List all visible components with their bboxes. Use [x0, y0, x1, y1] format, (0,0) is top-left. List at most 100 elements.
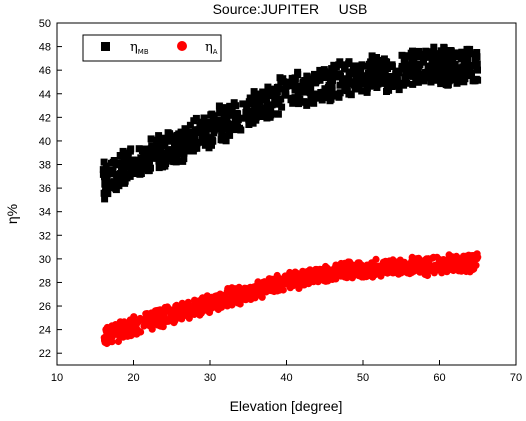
data-point [440, 56, 448, 64]
legend-label-mb: ηMB [130, 40, 149, 56]
data-point [157, 148, 164, 156]
data-point [141, 158, 149, 166]
y-tick-label: 22 [39, 348, 51, 360]
data-point [161, 139, 169, 147]
data-point [157, 137, 165, 145]
y-tick-label: 26 [39, 301, 51, 313]
data-point [456, 67, 464, 75]
data-point [114, 175, 122, 183]
data-point [207, 134, 215, 142]
data-point [371, 263, 379, 271]
data-point [412, 65, 420, 73]
data-point [393, 77, 401, 85]
data-point [263, 99, 271, 107]
data-point [369, 62, 377, 70]
x-axis-title: Elevation [degree] [230, 398, 343, 414]
data-point [303, 72, 311, 80]
data-point [429, 58, 436, 66]
data-point [473, 250, 481, 258]
data-point [330, 67, 338, 75]
x-tick-label: 70 [510, 372, 522, 384]
data-point [461, 75, 469, 83]
data-point [145, 165, 153, 173]
data-point [345, 68, 353, 76]
data-point [170, 158, 178, 166]
data-point [113, 171, 121, 178]
data-point [277, 95, 285, 103]
data-point [455, 71, 463, 79]
data-point [230, 99, 238, 107]
data-point [322, 87, 330, 94]
data-point [279, 75, 287, 83]
data-point [236, 300, 244, 308]
data-point [443, 68, 451, 76]
data-point [177, 128, 185, 136]
data-point [216, 301, 224, 309]
data-point [162, 157, 170, 165]
data-point [119, 333, 127, 341]
x-tick-label: 30 [204, 372, 216, 384]
data-point [275, 100, 283, 108]
data-point [272, 92, 280, 100]
data-point [307, 85, 315, 93]
y-tick-label: 50 [39, 18, 51, 30]
data-point [193, 139, 201, 147]
y-tick-label: 32 [39, 230, 51, 242]
data-point [202, 139, 210, 147]
data-point [331, 269, 339, 277]
data-point [331, 264, 340, 272]
data-point [217, 109, 225, 117]
data-point [341, 65, 349, 73]
y-tick-label: 40 [39, 136, 51, 148]
data-point [238, 114, 246, 122]
data-point [178, 299, 186, 307]
x-axis-ticks: 10 20 30 40 50 60 70 [51, 360, 522, 384]
data-point [184, 134, 191, 142]
data-point [226, 287, 234, 295]
data-point [295, 100, 303, 108]
data-point [467, 256, 475, 264]
data-point [367, 73, 375, 81]
data-point [424, 52, 432, 60]
data-point [126, 172, 134, 180]
data-point [427, 78, 435, 86]
data-point [290, 78, 298, 86]
data-point [311, 90, 319, 98]
x-tick-label: 20 [127, 372, 139, 384]
data-point [352, 72, 360, 80]
data-point [156, 142, 164, 150]
data-point [429, 253, 437, 261]
data-point [372, 55, 380, 63]
data-point [275, 286, 283, 294]
data-point [117, 159, 125, 167]
data-point [299, 267, 307, 275]
data-point [369, 273, 377, 281]
data-point [110, 178, 118, 186]
data-point [441, 48, 449, 56]
data-point [237, 126, 245, 134]
data-point [233, 111, 240, 118]
data-point [296, 96, 304, 103]
data-point [334, 92, 341, 100]
data-point [304, 270, 313, 278]
data-point [363, 72, 371, 80]
data-point [307, 98, 314, 106]
data-point [191, 296, 199, 304]
data-point [384, 77, 392, 85]
data-point [205, 144, 213, 152]
data-point [202, 128, 210, 136]
data-point [469, 77, 477, 85]
data-point [419, 57, 427, 65]
data-point [269, 110, 277, 118]
data-point [130, 313, 138, 321]
data-point [372, 68, 380, 76]
data-point [395, 69, 403, 77]
data-point [102, 168, 110, 176]
data-point [222, 111, 230, 119]
data-point [291, 74, 299, 82]
data-point [409, 80, 417, 88]
data-point [109, 158, 117, 166]
data-point [294, 68, 302, 76]
data-point [220, 119, 228, 127]
data-point [404, 69, 412, 76]
